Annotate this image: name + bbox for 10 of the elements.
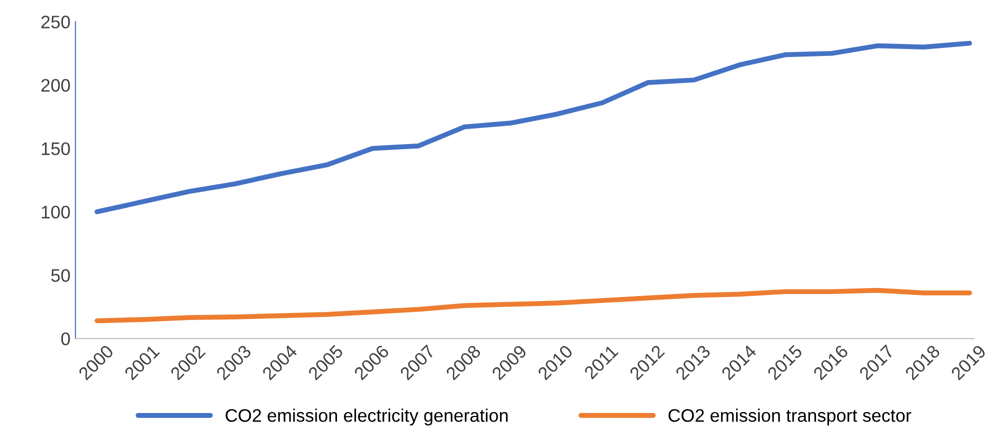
legend-label: CO2 emission electricity generation — [226, 408, 508, 426]
y-tick-label: 100 — [42, 206, 70, 219]
y-tick-label: 150 — [42, 142, 70, 156]
line-series — [94, 40, 972, 214]
y-tick-label: 250 — [41, 16, 70, 28]
line-series — [94, 288, 972, 324]
y-tick-label: 200 — [41, 79, 70, 92]
y-tick-label: 0 — [61, 332, 70, 346]
y-tick-label: 50 — [51, 269, 70, 282]
legend-label: CO2 emission transport sector — [668, 408, 912, 426]
